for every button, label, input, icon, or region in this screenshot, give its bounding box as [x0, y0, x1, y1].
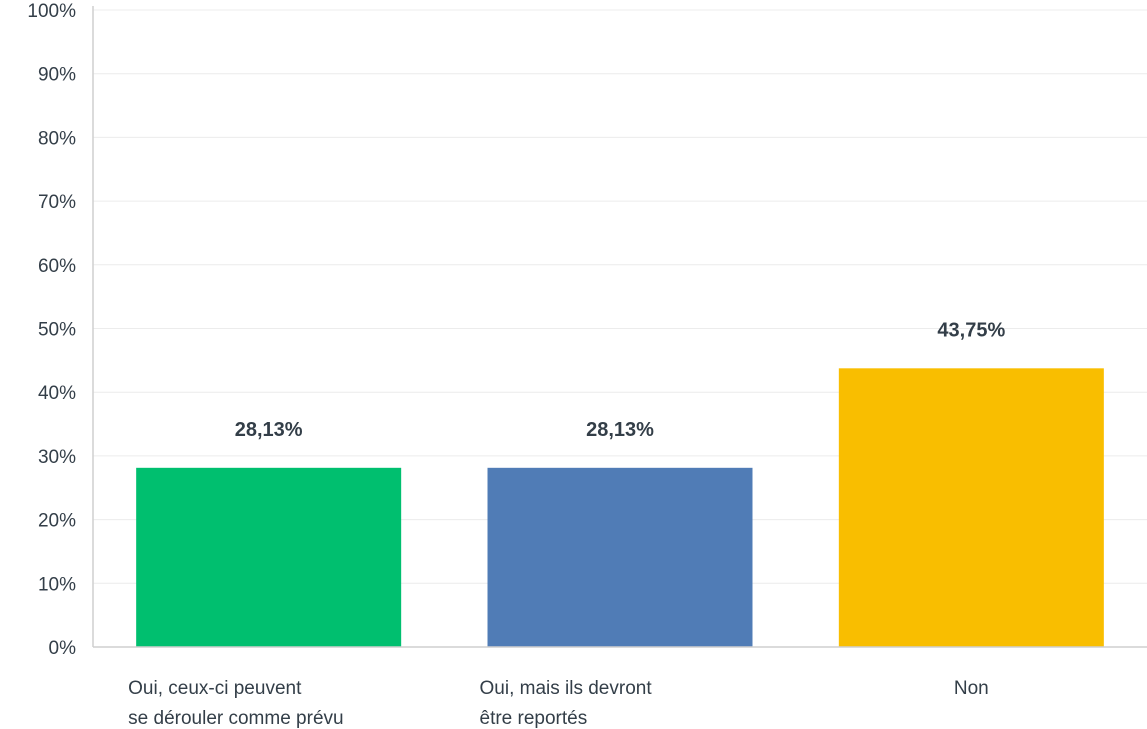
value-labels: 28,13% 28,13% 43,75%: [235, 319, 1006, 440]
y-tick-label: 40%: [38, 383, 76, 404]
y-tick-label: 0%: [49, 638, 77, 659]
y-tick-label: 30%: [38, 447, 76, 468]
category-label: Oui, ceux-ci peuvent: [128, 678, 302, 699]
y-tick-label: 80%: [38, 128, 76, 149]
y-tick-label: 60%: [38, 256, 76, 277]
y-tick-label: 100%: [27, 1, 76, 22]
bar: [487, 467, 753, 647]
y-axis-tick-labels: 0% 10% 20% 30% 40% 50% 60% 70% 80% 90% 100%: [27, 1, 76, 659]
y-tick-label: 70%: [38, 192, 76, 213]
y-tick-label: 50%: [38, 320, 76, 341]
bar: [136, 467, 402, 647]
y-tick-label: 90%: [38, 65, 76, 86]
category-label: être reportés: [480, 708, 588, 729]
y-tick-label: 10%: [38, 574, 76, 595]
category-label: Non: [954, 678, 989, 699]
bar-value-label: 28,13%: [586, 419, 654, 441]
bar-value-label: 43,75%: [937, 319, 1005, 341]
y-tick-label: 20%: [38, 511, 76, 532]
bars: [136, 368, 1104, 647]
bar: [838, 368, 1104, 647]
bar-value-label: 28,13%: [235, 419, 303, 441]
category-labels: Oui, ceux-ci peuvent se dérouler comme pr…: [128, 678, 989, 729]
category-label: Oui, mais ils devront: [480, 678, 653, 699]
category-label: se dérouler comme prévu: [128, 708, 343, 729]
